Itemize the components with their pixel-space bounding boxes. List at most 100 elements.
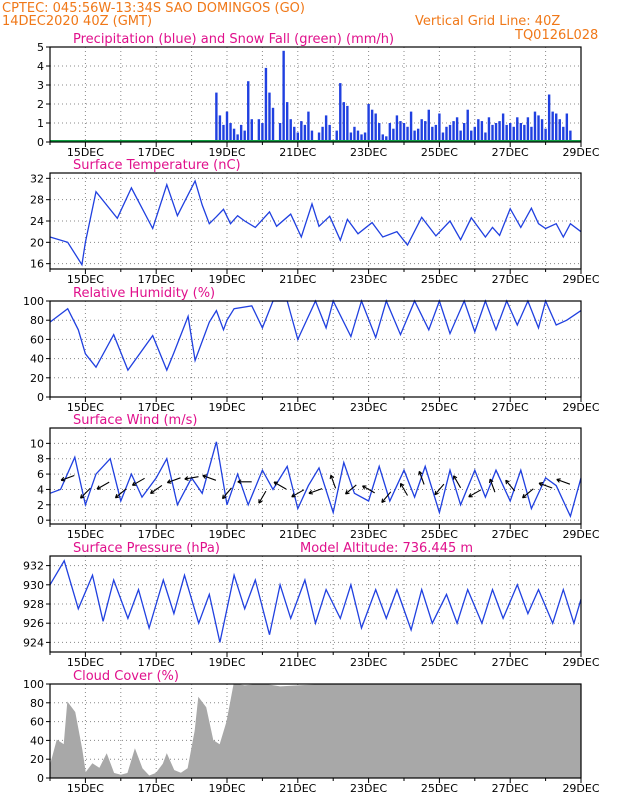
x-tick-label: 23DEC	[350, 528, 387, 541]
precip-bar	[473, 126, 476, 142]
x-tick-label: 15DEC	[67, 528, 104, 541]
y-tick-label: 0	[37, 772, 44, 785]
y-tick-label: 3	[37, 79, 44, 92]
x-tick-label: 23DEC	[350, 273, 387, 286]
x-tick-label: 27DEC	[492, 146, 529, 159]
precip-bar	[271, 107, 275, 142]
precip-bar	[381, 134, 384, 142]
wind-arrow	[329, 474, 337, 489]
precip-bar	[487, 117, 491, 142]
precip-bar	[399, 121, 402, 142]
precip-bar	[296, 132, 299, 142]
precip-bar	[342, 102, 346, 142]
x-tick-label: 21DEC	[279, 146, 316, 159]
wind-arrow	[79, 487, 91, 499]
precip-bar	[551, 111, 554, 142]
precip-bar	[285, 102, 289, 142]
x-tick-label: 25DEC	[421, 146, 458, 159]
precip-bar	[257, 119, 261, 142]
precip-bar	[477, 119, 480, 142]
precip-bar	[225, 111, 229, 142]
precip-bar	[264, 67, 268, 142]
precip-bar	[452, 121, 455, 142]
panel-frame	[49, 427, 582, 525]
x-tick-label: 23DEC	[350, 401, 387, 414]
precip-bar	[509, 123, 512, 142]
precip-bar	[438, 113, 441, 142]
precip-bar	[413, 130, 416, 142]
x-tick-label: 17DEC	[138, 656, 175, 669]
precip-bar	[268, 92, 271, 142]
plot-area	[50, 428, 581, 524]
precip-bar	[466, 109, 469, 142]
panel-cloud: Cloud Cover (%) 0 20 40 60 80 100 15DEC 17DEC 19D…	[23, 669, 600, 795]
y-tick-label: 100	[23, 678, 44, 691]
precip-bar	[218, 115, 222, 142]
precip-bar	[215, 92, 218, 142]
precip-bar	[388, 123, 392, 142]
x-tick-label: 21DEC	[279, 273, 316, 286]
wind-arrow	[96, 481, 110, 490]
precip-bar	[310, 130, 314, 142]
wind-arrow	[381, 491, 392, 504]
precip-bars	[215, 50, 572, 142]
precip-bar	[395, 115, 399, 142]
x-tick-label: 17DEC	[138, 273, 175, 286]
precip-bar	[349, 132, 353, 142]
grid	[50, 556, 581, 652]
y-tick-label: 930	[23, 579, 44, 592]
precip-bar	[328, 124, 331, 142]
precip-bar	[491, 124, 494, 142]
x-tick-label: 29DEC	[562, 528, 599, 541]
panel-wind: Surface Wind (m/s) 0 2 4 6 8 10 15DEC 17DEC 19DEC…	[30, 413, 600, 541]
x-tick-label: 17DEC	[138, 146, 175, 159]
x-tick-label: 25DEC	[421, 782, 458, 795]
plot-area	[50, 556, 581, 652]
wind-arrow	[291, 489, 305, 498]
x-tick-label: 21DEC	[279, 656, 316, 669]
precip-bar	[278, 123, 282, 142]
y-tick-label: 60	[30, 333, 44, 346]
y-tick-label: 20	[30, 753, 44, 766]
precip-bar	[346, 105, 349, 142]
x-tick-label: 29DEC	[562, 146, 599, 159]
y-tick-label: 0	[37, 514, 44, 527]
precip-bar	[353, 126, 356, 142]
panel-title: Surface Temperature (nC)	[73, 158, 241, 173]
series-line	[49, 559, 582, 643]
x-tick-label: 19DEC	[208, 146, 245, 159]
y-tick-label: 60	[30, 716, 44, 729]
grid	[50, 428, 581, 524]
wind-arrow	[114, 488, 127, 499]
precip-bar	[307, 111, 310, 142]
precip-bar	[335, 130, 338, 142]
wind-arrow	[344, 484, 357, 495]
wind-arrow	[505, 479, 516, 492]
wind-arrow	[468, 489, 482, 498]
precip-bar	[356, 130, 360, 142]
series-line	[49, 179, 582, 267]
y-tick-label: 32	[30, 172, 44, 185]
grid	[50, 47, 581, 142]
x-tick-label: 27DEC	[492, 528, 529, 541]
x-tick-label: 23DEC	[350, 656, 387, 669]
wind-arrow	[418, 470, 425, 485]
precip-bar	[363, 132, 367, 142]
precip-bar	[289, 119, 292, 142]
wind-arrow	[150, 484, 163, 495]
precip-bar	[378, 123, 381, 142]
wind-arrow	[488, 478, 496, 493]
y-tick-label: 0	[37, 391, 44, 404]
precip-bar	[484, 132, 487, 142]
header-init-time: 14DEC2020 40Z (GMT)	[2, 14, 152, 29]
precip-bar	[544, 128, 547, 142]
x-tick-label: 19DEC	[208, 782, 245, 795]
precip-bar	[530, 126, 533, 142]
precip-bar	[537, 115, 540, 142]
precip-bar	[222, 124, 225, 142]
x-tick-label: 27DEC	[492, 656, 529, 669]
y-tick-label: 40	[30, 734, 44, 747]
x-tick-label: 17DEC	[138, 401, 175, 414]
precip-bar	[261, 123, 264, 142]
y-tick-label: 10	[30, 437, 44, 450]
